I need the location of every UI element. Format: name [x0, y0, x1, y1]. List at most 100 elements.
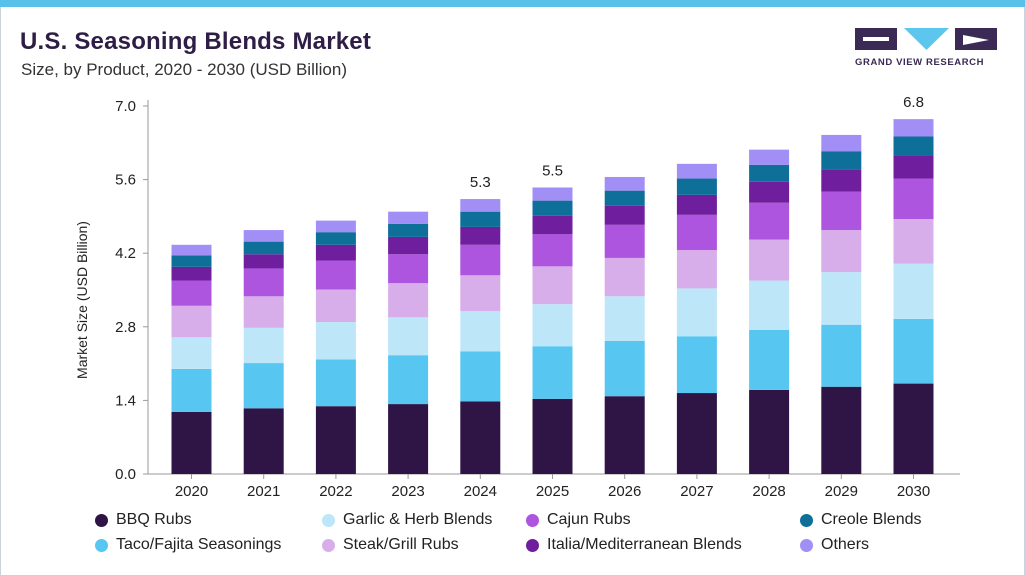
bar-segment-creole-blends — [388, 223, 429, 237]
bar-segment-steak-grill-rubs — [315, 289, 356, 323]
legend: BBQ Rubs Taco/Fajita Seasonings Garlic & H… — [95, 511, 995, 563]
bar-segment-steak-grill-rubs — [171, 305, 212, 338]
bar-segment-steak-grill-rubs — [532, 266, 573, 305]
bar-segment-garlic-herb-blends — [388, 317, 429, 356]
x-tick-label: 2021 — [247, 483, 280, 500]
legend-swatch — [322, 513, 335, 527]
bar-segment-bbq-rubs — [243, 408, 284, 474]
bar-segment-garlic-herb-blends — [893, 263, 934, 319]
bar-segment-cajun-rubs — [460, 244, 501, 276]
bar-segment-bbq-rubs — [749, 389, 790, 474]
bar-segment-bbq-rubs — [676, 393, 717, 474]
bar-segment-taco-fajita-seasonings — [676, 336, 717, 394]
bar-segment-garlic-herb-blends — [821, 272, 862, 325]
bar-segment-steak-grill-rubs — [893, 219, 934, 264]
grand-view-research-logo — [855, 28, 997, 50]
bar-segment-bbq-rubs — [604, 396, 645, 474]
bar-segment-creole-blends — [171, 255, 212, 267]
legend-item: Italia/Mediterranean Blends — [526, 536, 742, 554]
bar-segment-others — [676, 163, 717, 179]
data-label-total: 5.3 — [470, 174, 491, 191]
bar-segment-creole-blends — [315, 232, 356, 245]
x-tick-label: 2027 — [680, 483, 713, 500]
chart-subtitle: Size, by Product, 2020 - 2030 (USD Billi… — [21, 60, 347, 79]
bar-segment-steak-grill-rubs — [388, 283, 429, 318]
legend-item: BBQ Rubs — [95, 511, 192, 529]
chart-title: U.S. Seasoning Blends Market — [20, 28, 372, 55]
bar-segment-creole-blends — [893, 136, 934, 156]
bar-segment-cajun-rubs — [821, 191, 862, 231]
legend-swatch — [800, 538, 813, 552]
bar-segment-garlic-herb-blends — [532, 304, 573, 347]
bar-segment-others — [243, 230, 284, 242]
bar-segment-taco-fajita-seasonings — [821, 324, 862, 387]
bar-segment-steak-grill-rubs — [676, 250, 717, 289]
legend-item: Taco/Fajita Seasonings — [95, 536, 281, 554]
bar-segment-others — [388, 211, 429, 224]
x-tick-label: 2030 — [897, 483, 930, 500]
bar-segment-garlic-herb-blends — [315, 322, 356, 360]
bar-segment-bbq-rubs — [388, 404, 429, 474]
bar-segment-creole-blends — [676, 178, 717, 195]
bar-segment-others — [604, 176, 645, 191]
bar-segment-bbq-rubs — [821, 386, 862, 474]
y-tick-label: 0.0 — [115, 466, 136, 483]
bar-segment-garlic-herb-blends — [676, 288, 717, 337]
bar-segment-cajun-rubs — [532, 234, 573, 267]
bar-segment-italia-mediterranean-blends — [604, 205, 645, 225]
legend-swatch — [526, 513, 539, 527]
legend-swatch — [800, 513, 813, 527]
bar-segment-cajun-rubs — [388, 254, 429, 284]
legend-label: Cajun Rubs — [547, 511, 631, 528]
bar-segment-italia-mediterranean-blends — [315, 244, 356, 261]
y-tick-label: 1.4 — [115, 392, 136, 409]
logo-text: GRAND VIEW RESEARCH — [855, 57, 985, 68]
bar-segment-others — [532, 187, 573, 201]
x-tick-label: 2020 — [175, 483, 208, 500]
bar-segment-taco-fajita-seasonings — [388, 355, 429, 405]
bar-segment-bbq-rubs — [460, 401, 501, 474]
bar-segment-cajun-rubs — [893, 178, 934, 220]
bar-segment-garlic-herb-blends — [749, 280, 790, 330]
bar-segment-taco-fajita-seasonings — [604, 340, 645, 397]
x-tick-label: 2029 — [825, 483, 858, 500]
bar-segment-taco-fajita-seasonings — [171, 368, 212, 412]
data-label-total: 6.8 — [903, 94, 924, 111]
bar-segment-garlic-herb-blends — [243, 327, 284, 364]
bar-segment-garlic-herb-blends — [171, 337, 212, 369]
legend-label: Taco/Fajita Seasonings — [116, 536, 282, 553]
legend-swatch — [95, 538, 108, 552]
bar-segment-steak-grill-rubs — [821, 230, 862, 273]
y-tick-label: 2.8 — [115, 319, 136, 336]
bar-segment-creole-blends — [460, 211, 501, 227]
x-tick-label: 2022 — [319, 483, 352, 500]
bar-segment-italia-mediterranean-blends — [893, 155, 934, 179]
bar-segment-cajun-rubs — [749, 202, 790, 240]
legend-item: Garlic & Herb Blends — [322, 511, 492, 529]
legend-swatch — [526, 538, 539, 552]
bar-segment-creole-blends — [821, 151, 862, 170]
legend-label: Italia/Mediterranean Blends — [547, 536, 742, 553]
legend-label: Garlic & Herb Blends — [343, 511, 493, 528]
bar-segment-italia-mediterranean-blends — [171, 266, 212, 281]
y-tick-label: 7.0 — [115, 98, 136, 115]
legend-label: Creole Blends — [821, 511, 922, 528]
bar-segment-others — [460, 199, 501, 212]
x-tick-label: 2028 — [752, 483, 785, 500]
legend-swatch — [95, 513, 108, 527]
bar-segment-taco-fajita-seasonings — [749, 329, 790, 390]
bar-segment-steak-grill-rubs — [243, 296, 284, 328]
bar-segment-others — [749, 149, 790, 165]
x-tick-label: 2023 — [391, 483, 424, 500]
bar-segment-cajun-rubs — [171, 280, 212, 306]
bar-segment-bbq-rubs — [532, 398, 573, 474]
bar-segment-taco-fajita-seasonings — [532, 346, 573, 399]
bar-segment-creole-blends — [532, 200, 573, 216]
bar-segment-italia-mediterranean-blends — [821, 169, 862, 192]
bar-segment-creole-blends — [243, 241, 284, 255]
legend-label: BBQ Rubs — [116, 511, 192, 528]
bar-segment-italia-mediterranean-blends — [243, 254, 284, 269]
bar-segment-steak-grill-rubs — [604, 257, 645, 297]
legend-label: Others — [821, 536, 870, 553]
